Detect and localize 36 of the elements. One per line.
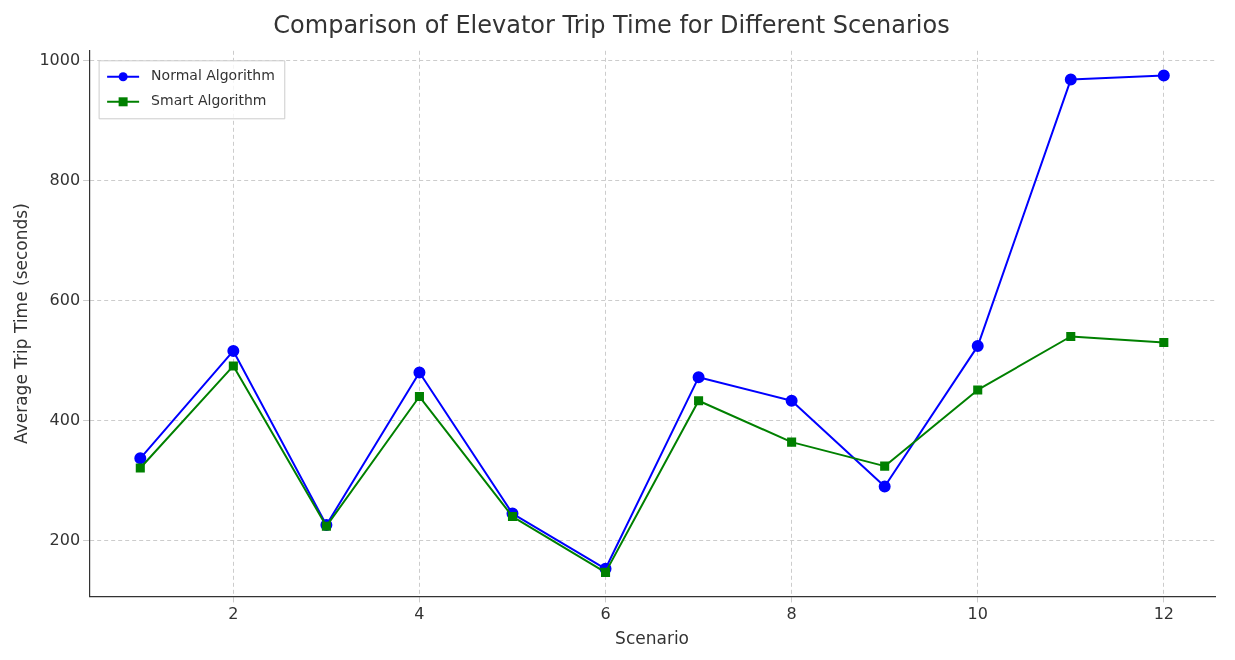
chart-title: Comparison of Elevator Trip Time for Different Scenarios: [273, 10, 950, 39]
x-tick-label: 12: [1153, 604, 1174, 624]
point: [880, 461, 890, 471]
point: [507, 512, 518, 522]
point: [414, 391, 424, 402]
y-tick-label: 200: [49, 529, 81, 549]
y-tick-label: 1000: [39, 49, 81, 69]
point: [228, 361, 238, 371]
x-tick-label: 8: [786, 604, 797, 624]
point: [413, 366, 426, 379]
y-tick-label: 600: [49, 289, 81, 309]
x-tick-label: 6: [600, 604, 611, 624]
x-tick-label: 10: [967, 604, 988, 624]
x-axis-title: Scenario: [615, 628, 690, 649]
point: [692, 371, 705, 384]
point: [135, 463, 145, 473]
point: [1066, 331, 1076, 342]
point: [227, 344, 240, 357]
point: [1159, 337, 1169, 348]
point: [134, 452, 147, 465]
point: [878, 480, 891, 493]
x-tick-label: 4: [414, 604, 425, 624]
legend-label: Smart Algorithm: [151, 92, 267, 109]
point: [971, 340, 984, 353]
point: [1157, 69, 1170, 82]
point: [694, 396, 704, 406]
point: [973, 385, 983, 395]
point: [785, 394, 798, 407]
legend-label: Normal Algorithm: [151, 67, 275, 84]
y-axis-title: Average Trip Time (seconds): [10, 203, 31, 444]
x-tick-label: 2: [228, 604, 239, 624]
point: [601, 567, 611, 577]
point: [1064, 73, 1077, 86]
y-tick-label: 800: [49, 169, 81, 189]
point: [787, 437, 797, 447]
y-tick-label: 400: [49, 409, 81, 429]
